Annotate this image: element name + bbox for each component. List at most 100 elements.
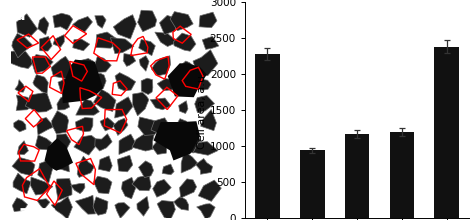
Polygon shape bbox=[75, 195, 95, 214]
Polygon shape bbox=[31, 55, 53, 73]
Polygon shape bbox=[9, 51, 34, 69]
Polygon shape bbox=[155, 32, 178, 46]
Polygon shape bbox=[115, 73, 136, 91]
Polygon shape bbox=[196, 159, 212, 174]
Polygon shape bbox=[123, 54, 136, 66]
Polygon shape bbox=[152, 56, 171, 76]
Polygon shape bbox=[154, 121, 200, 161]
Bar bbox=[390, 132, 414, 218]
Polygon shape bbox=[71, 183, 85, 194]
Polygon shape bbox=[38, 160, 53, 183]
Polygon shape bbox=[110, 38, 134, 54]
Polygon shape bbox=[17, 14, 37, 37]
Polygon shape bbox=[62, 60, 103, 103]
Y-axis label: Cell area, a.u.: Cell area, a.u. bbox=[197, 71, 207, 149]
Bar bbox=[345, 134, 369, 218]
Bar bbox=[255, 54, 280, 218]
Polygon shape bbox=[182, 77, 198, 94]
Polygon shape bbox=[55, 179, 72, 200]
Polygon shape bbox=[139, 40, 155, 56]
Polygon shape bbox=[132, 175, 151, 191]
Polygon shape bbox=[31, 177, 53, 195]
Polygon shape bbox=[73, 39, 90, 51]
Polygon shape bbox=[157, 79, 173, 91]
Polygon shape bbox=[119, 134, 136, 154]
Polygon shape bbox=[12, 198, 27, 211]
Polygon shape bbox=[16, 95, 34, 110]
Polygon shape bbox=[58, 76, 71, 92]
Polygon shape bbox=[76, 99, 100, 115]
Polygon shape bbox=[159, 15, 177, 35]
Polygon shape bbox=[89, 73, 106, 90]
Polygon shape bbox=[153, 180, 171, 197]
Polygon shape bbox=[173, 33, 196, 51]
Bar bbox=[434, 47, 459, 218]
Polygon shape bbox=[133, 92, 149, 116]
Polygon shape bbox=[157, 200, 175, 220]
Polygon shape bbox=[100, 118, 115, 131]
Polygon shape bbox=[138, 161, 154, 178]
Polygon shape bbox=[45, 138, 73, 171]
Polygon shape bbox=[179, 101, 188, 114]
Polygon shape bbox=[73, 16, 92, 32]
Polygon shape bbox=[118, 155, 133, 172]
Polygon shape bbox=[113, 15, 137, 39]
Polygon shape bbox=[175, 129, 201, 153]
Polygon shape bbox=[96, 32, 119, 48]
Polygon shape bbox=[33, 75, 48, 93]
Polygon shape bbox=[151, 118, 172, 134]
Polygon shape bbox=[162, 164, 174, 175]
Polygon shape bbox=[137, 196, 149, 216]
Polygon shape bbox=[75, 117, 93, 132]
Polygon shape bbox=[78, 59, 94, 72]
Polygon shape bbox=[95, 134, 112, 151]
Polygon shape bbox=[12, 157, 35, 176]
Polygon shape bbox=[52, 111, 69, 134]
Polygon shape bbox=[17, 141, 28, 155]
Text: a: a bbox=[16, 9, 25, 23]
Polygon shape bbox=[38, 17, 49, 35]
Polygon shape bbox=[137, 10, 157, 32]
Polygon shape bbox=[193, 142, 218, 155]
Polygon shape bbox=[115, 203, 130, 218]
Polygon shape bbox=[93, 176, 112, 194]
Polygon shape bbox=[75, 73, 91, 92]
Polygon shape bbox=[36, 135, 52, 150]
Polygon shape bbox=[12, 33, 33, 58]
Polygon shape bbox=[74, 135, 100, 155]
Polygon shape bbox=[95, 56, 111, 72]
Polygon shape bbox=[14, 120, 26, 132]
Polygon shape bbox=[25, 92, 52, 112]
Polygon shape bbox=[201, 110, 217, 131]
Polygon shape bbox=[95, 16, 106, 28]
Polygon shape bbox=[138, 117, 163, 136]
Polygon shape bbox=[197, 204, 215, 219]
Polygon shape bbox=[77, 156, 95, 177]
Polygon shape bbox=[170, 12, 193, 31]
Polygon shape bbox=[202, 36, 219, 50]
Polygon shape bbox=[115, 97, 133, 118]
Polygon shape bbox=[150, 98, 171, 110]
Polygon shape bbox=[132, 133, 155, 151]
Polygon shape bbox=[180, 61, 195, 75]
Polygon shape bbox=[113, 118, 128, 136]
Polygon shape bbox=[13, 173, 31, 194]
Polygon shape bbox=[53, 35, 64, 47]
Polygon shape bbox=[141, 78, 153, 95]
Polygon shape bbox=[180, 179, 197, 198]
Polygon shape bbox=[53, 155, 69, 172]
Polygon shape bbox=[198, 180, 221, 201]
Polygon shape bbox=[176, 119, 188, 134]
Polygon shape bbox=[193, 50, 218, 76]
Polygon shape bbox=[139, 56, 149, 71]
Polygon shape bbox=[195, 79, 211, 90]
Polygon shape bbox=[181, 151, 198, 173]
Polygon shape bbox=[93, 89, 116, 112]
Polygon shape bbox=[99, 156, 112, 172]
Polygon shape bbox=[57, 95, 70, 110]
Polygon shape bbox=[51, 56, 74, 79]
Polygon shape bbox=[121, 177, 136, 199]
Polygon shape bbox=[199, 12, 217, 28]
Bar bbox=[300, 150, 325, 218]
Polygon shape bbox=[15, 80, 25, 92]
